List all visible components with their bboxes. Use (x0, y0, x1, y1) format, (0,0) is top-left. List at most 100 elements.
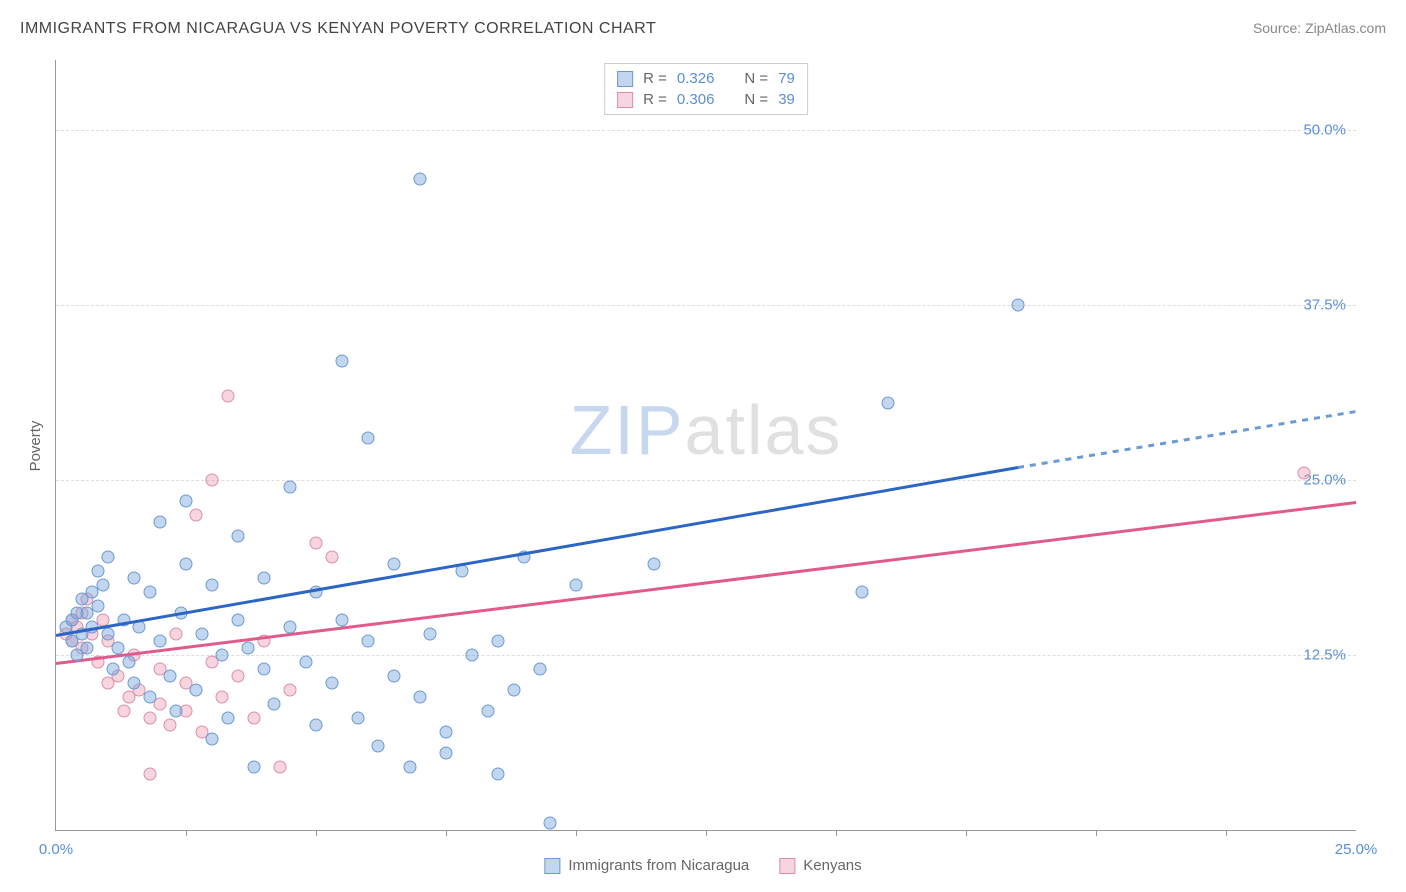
chart-container: IMMIGRANTS FROM NICARAGUA VS KENYAN POVE… (0, 0, 1406, 892)
plot-area: ZIPatlas R =0.326N =79R =0.306N =39 12.5… (55, 60, 1356, 831)
scatter-point-blue (544, 817, 557, 830)
scatter-point-pink (169, 628, 182, 641)
gridline (56, 130, 1356, 131)
scatter-point-blue (466, 649, 479, 662)
scatter-point-blue (299, 656, 312, 669)
scatter-point-blue (232, 614, 245, 627)
y-tick-label: 12.5% (1303, 647, 1346, 664)
scatter-point-blue (310, 719, 323, 732)
trend-line-blue (56, 466, 1018, 636)
scatter-point-blue (91, 565, 104, 578)
series-legend: Immigrants from Nicaragua Kenyans (544, 857, 861, 874)
scatter-point-blue (403, 761, 416, 774)
r-label: R = (643, 91, 667, 108)
scatter-point-pink (164, 719, 177, 732)
n-value: 79 (778, 70, 795, 87)
x-tick-mark (966, 830, 967, 836)
scatter-point-blue (1012, 299, 1025, 312)
scatter-point-blue (388, 670, 401, 683)
swatch-icon (544, 858, 560, 874)
scatter-point-blue (336, 614, 349, 627)
gridline (56, 655, 1356, 656)
stats-row-blue: R =0.326N =79 (617, 68, 795, 89)
gridline (56, 305, 1356, 306)
scatter-point-pink (143, 768, 156, 781)
scatter-point-pink (247, 712, 260, 725)
scatter-point-pink (190, 509, 203, 522)
n-label: N = (744, 70, 768, 87)
scatter-point-blue (570, 579, 583, 592)
scatter-point-blue (362, 635, 375, 648)
scatter-point-blue (107, 663, 120, 676)
scatter-point-blue (221, 712, 234, 725)
scatter-point-blue (180, 558, 193, 571)
scatter-point-blue (440, 747, 453, 760)
watermark-atlas: atlas (685, 391, 843, 469)
scatter-point-blue (216, 649, 229, 662)
scatter-point-pink (325, 551, 338, 564)
scatter-point-blue (247, 761, 260, 774)
r-label: R = (643, 70, 667, 87)
scatter-point-blue (169, 705, 182, 718)
source-link[interactable]: ZipAtlas.com (1305, 20, 1386, 36)
y-tick-label: 37.5% (1303, 297, 1346, 314)
scatter-point-blue (122, 656, 135, 669)
scatter-point-blue (206, 579, 219, 592)
scatter-point-blue (648, 558, 661, 571)
scatter-point-blue (507, 684, 520, 697)
x-tick-label-right: 25.0% (1335, 841, 1378, 858)
correlation-stats-box: R =0.326N =79R =0.306N =39 (604, 63, 808, 115)
scatter-point-blue (424, 628, 437, 641)
scatter-point-blue (164, 670, 177, 683)
scatter-point-blue (91, 600, 104, 613)
swatch-icon (779, 858, 795, 874)
scatter-point-blue (336, 355, 349, 368)
watermark: ZIPatlas (570, 390, 843, 470)
scatter-point-blue (190, 684, 203, 697)
n-label: N = (744, 91, 768, 108)
r-value: 0.306 (677, 91, 715, 108)
scatter-point-pink (1298, 467, 1311, 480)
legend-label: Immigrants from Nicaragua (568, 857, 749, 874)
watermark-zip: ZIP (570, 391, 685, 469)
scatter-point-blue (388, 558, 401, 571)
scatter-point-blue (232, 530, 245, 543)
source-attribution: Source: ZipAtlas.com (1253, 20, 1386, 36)
n-value: 39 (778, 91, 795, 108)
y-tick-label: 50.0% (1303, 122, 1346, 139)
scatter-point-pink (284, 684, 297, 697)
scatter-point-pink (310, 537, 323, 550)
scatter-point-blue (372, 740, 385, 753)
swatch-icon (617, 92, 633, 108)
trend-line-blue-dashed (1018, 410, 1356, 468)
scatter-point-blue (492, 635, 505, 648)
scatter-point-blue (325, 677, 338, 690)
scatter-point-blue (492, 768, 505, 781)
scatter-point-blue (128, 572, 141, 585)
x-tick-mark (186, 830, 187, 836)
scatter-point-blue (533, 663, 546, 676)
scatter-point-pink (206, 474, 219, 487)
scatter-point-blue (96, 579, 109, 592)
x-tick-label-left: 0.0% (39, 841, 73, 858)
legend-label: Kenyans (803, 857, 861, 874)
scatter-point-blue (284, 481, 297, 494)
x-tick-mark (1096, 830, 1097, 836)
scatter-point-blue (242, 642, 255, 655)
scatter-point-blue (81, 642, 94, 655)
scatter-point-pink (143, 712, 156, 725)
legend-item-blue: Immigrants from Nicaragua (544, 857, 749, 874)
legend-item-pink: Kenyans (779, 857, 861, 874)
x-tick-mark (316, 830, 317, 836)
scatter-point-blue (258, 572, 271, 585)
scatter-point-blue (362, 432, 375, 445)
y-axis-label: Poverty (27, 421, 44, 472)
trend-line-pink (56, 501, 1356, 664)
scatter-point-blue (143, 586, 156, 599)
scatter-point-blue (195, 628, 208, 641)
chart-title: IMMIGRANTS FROM NICARAGUA VS KENYAN POVE… (20, 20, 656, 38)
scatter-point-blue (154, 516, 167, 529)
stats-row-pink: R = 0.306 N = 39 (617, 89, 795, 110)
scatter-point-blue (481, 705, 494, 718)
x-tick-mark (576, 830, 577, 836)
